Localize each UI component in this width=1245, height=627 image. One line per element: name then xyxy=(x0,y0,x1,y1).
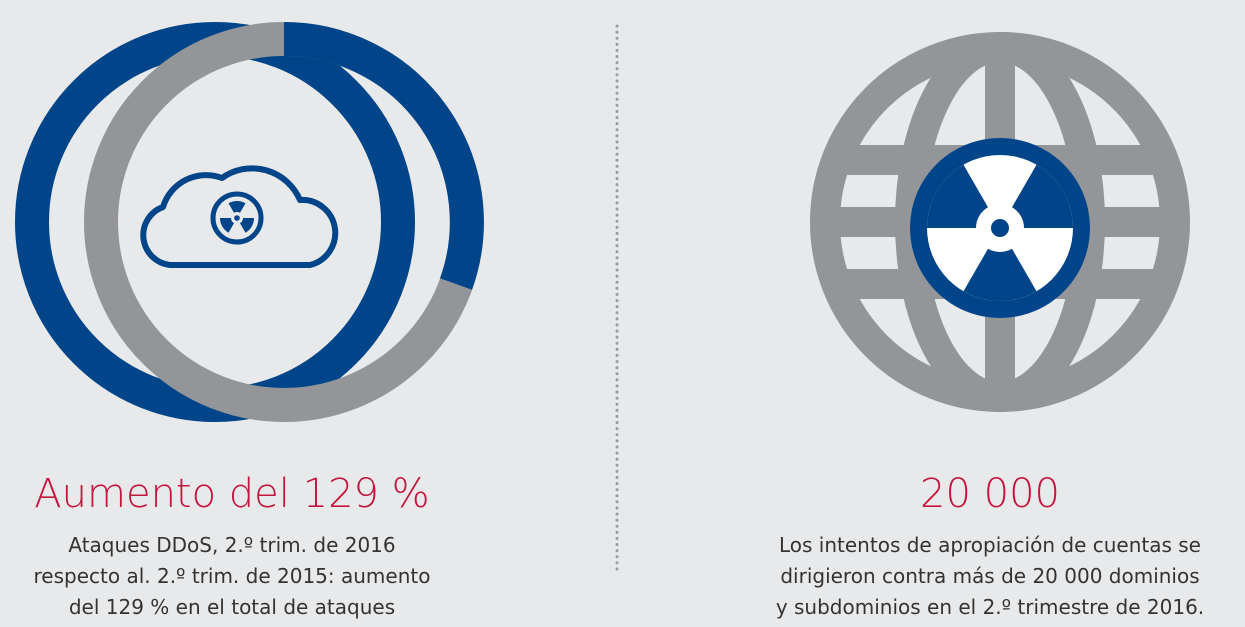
description-line: Ataques DDoS, 2.º trim. de 2016 xyxy=(68,533,396,557)
radiation-icon xyxy=(210,191,264,245)
radiation-part xyxy=(963,248,1037,301)
description-line: dirigieron contra más de 20 000 dominios xyxy=(780,564,1200,588)
radiation-part xyxy=(240,218,254,233)
blue-arc xyxy=(283,22,484,290)
description-line: Los intentos de apropiación de cuentas s… xyxy=(779,533,1201,557)
radiation-icon xyxy=(910,138,1090,318)
headline: Aumento del 129 % xyxy=(34,471,430,517)
description: Los intentos de apropiación de cuentas s… xyxy=(710,530,1245,623)
description-line: respecto al. 2.º trim. de 2015: aumento xyxy=(33,564,431,588)
radiation-part xyxy=(210,191,264,245)
radiation-part xyxy=(220,218,234,233)
description: Ataques DDoS, 2.º trim. de 2016 respecto… xyxy=(0,530,512,623)
description-line: y subdominios en el 2.º trimestre de 201… xyxy=(775,595,1205,619)
radiation-part xyxy=(927,164,988,228)
description-line: del 129 % en el total de ataques xyxy=(68,595,396,619)
headline: 20 000 xyxy=(920,471,1060,517)
cloud-icon xyxy=(140,165,339,268)
radiation-part xyxy=(1012,164,1073,228)
radiation-part xyxy=(228,201,246,213)
radiation-part xyxy=(991,219,1009,237)
radiation-part xyxy=(234,215,240,221)
